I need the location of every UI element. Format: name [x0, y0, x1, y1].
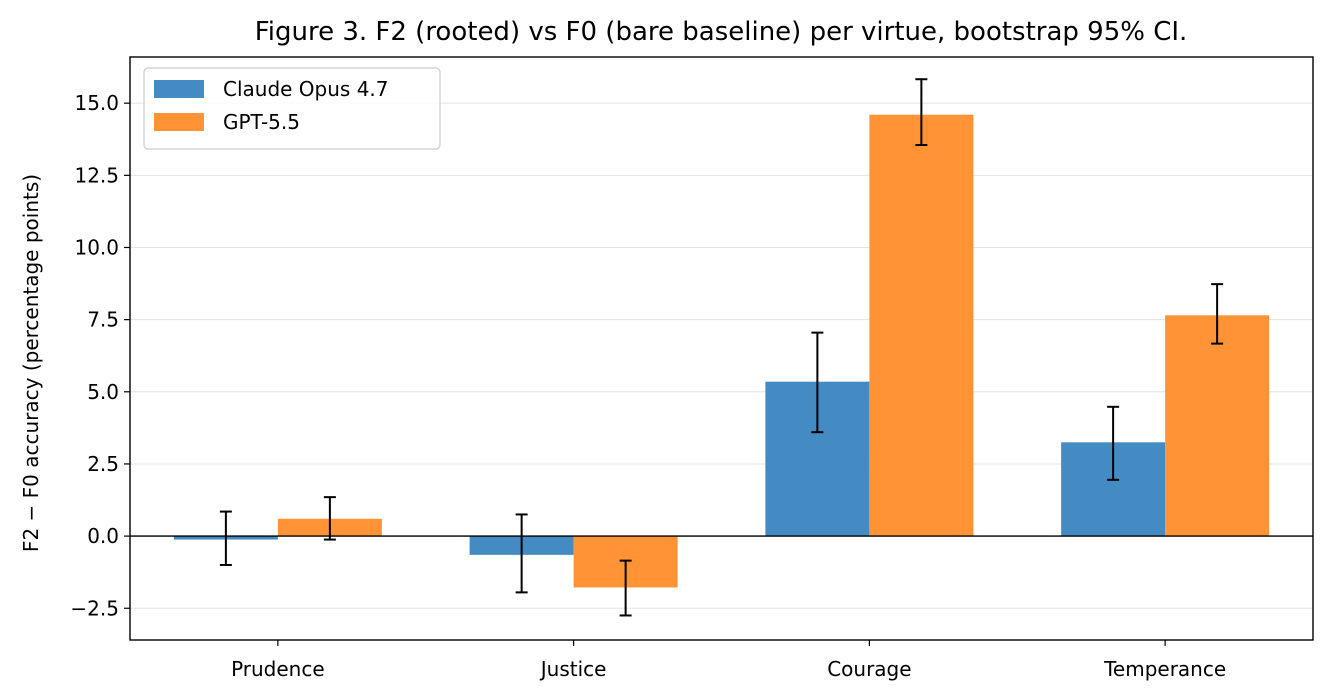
y-tick-label: 5.0 [87, 380, 119, 404]
x-tick-label: Prudence [231, 657, 325, 681]
legend-label: GPT-5.5 [223, 110, 300, 134]
plot-area-frame [129, 56, 1314, 641]
chart-title: Figure 3. F2 (rooted) vs F0 (bare baseli… [255, 17, 1188, 47]
x-tick-label: Justice [539, 657, 607, 681]
y-tick-label: 15.0 [74, 91, 119, 115]
y-tick-label: 10.0 [74, 235, 119, 259]
y-axis-label: F2 − F0 accuracy (percentage points) [19, 174, 43, 552]
legend-label: Claude Opus 4.7 [223, 77, 389, 101]
error-bars [219, 78, 1224, 617]
y-tick-label: 0.0 [87, 524, 119, 548]
legend-box [143, 67, 441, 150]
legend-swatch [154, 80, 204, 98]
x-axis: Prudence Justice Courage Temperance [231, 640, 1226, 681]
x-tick-label: Courage [827, 657, 911, 681]
y-axis: −2.5 0.0 2.5 5.0 7.5 10.0 12.5 15.0 [70, 91, 130, 620]
bar-courage-series-2 [869, 114, 974, 537]
bar-temperance-series-2 [1165, 315, 1270, 537]
x-tick-label: Temperance [1103, 657, 1226, 681]
y-tick-label: 2.5 [87, 452, 119, 476]
legend: Claude Opus 4.7 GPT-5.5 [143, 67, 441, 150]
legend-swatch [154, 113, 204, 131]
y-tick-label: 12.5 [74, 163, 119, 187]
y-tick-label: 7.5 [87, 308, 119, 332]
y-tick-label: −2.5 [70, 596, 119, 620]
